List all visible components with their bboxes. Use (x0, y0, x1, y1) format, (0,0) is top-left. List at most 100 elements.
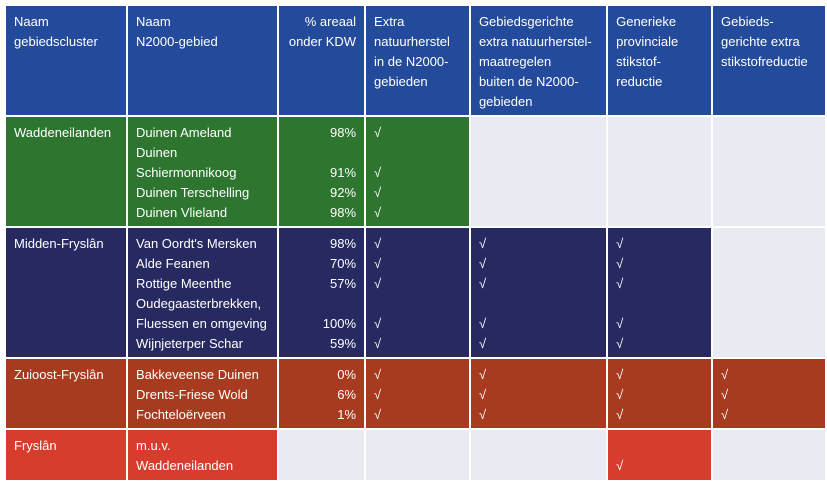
check-icon: √ (374, 236, 382, 251)
check-icon: √ (616, 316, 624, 331)
empty-cell (713, 228, 825, 357)
cell-line: 0% (337, 367, 357, 382)
header-line: Gebieds- (721, 14, 774, 29)
extra-natuurherstel-checks: √ √ √ √ √ (366, 228, 469, 357)
check-icon: √ (374, 316, 382, 331)
check-icon: √ (478, 336, 487, 351)
cell-line (287, 143, 356, 163)
header-line: gebieden (478, 94, 533, 109)
kdw-percentages: 98% 91% 92% 98% (279, 117, 365, 226)
cell-line: Bakkeveense Duinen (136, 367, 259, 382)
header-cluster: Naam gebiedscluster (6, 6, 127, 115)
header-gebiedsgericht-natuurherstel: Gebiedsgerichte extra natuurherstel-maatr… (470, 6, 607, 115)
cluster-name: Midden-Fryslân (6, 228, 127, 357)
check-icon: √ (478, 316, 487, 331)
cell-line: Duinen Ameland (136, 125, 232, 140)
header-gebiedsgerichte-reductie: Gebieds-gerichte extra stikstofreductie (713, 6, 825, 115)
empty-cell (713, 117, 825, 226)
empty-cell (366, 430, 469, 480)
check-icon: √ (478, 407, 487, 422)
cell-line: 57% (330, 276, 357, 291)
empty-cell (279, 430, 365, 480)
header-line: Gebiedsgerichte (478, 14, 574, 29)
extra-natuurherstel-checks: √ √ √ (366, 359, 469, 428)
cell-line (374, 294, 461, 314)
extra-natuurherstel-checks: √ √ √ √ (366, 117, 469, 226)
cell-line: Fochteloërveen (136, 407, 226, 422)
kdw-percentages: 0% 6% 1% (279, 359, 365, 428)
header-n2000: Naam N2000-gebied (128, 6, 278, 115)
cell-line: Fluessen en omgeving (136, 316, 267, 331)
check-icon: √ (616, 256, 624, 271)
header-line: Extra (374, 14, 405, 29)
cell-line: Waddeneilanden (136, 458, 234, 473)
cell-line: Van Oordt's Mersken (136, 236, 257, 251)
cluster-label: Fryslân (14, 438, 57, 453)
area-names: Duinen Ameland Duinen Schiermonnikoog Duine… (128, 117, 278, 226)
table-row: Midden-Fryslân Van Oordt's Mersken Alde F… (6, 228, 825, 357)
cell-line: 92% (330, 185, 357, 200)
header-line: extra natuurherstel- (478, 34, 592, 49)
header-line: maatregelen (478, 54, 552, 69)
header-row: Naam gebiedscluster Naam N2000-gebied % ar… (6, 6, 825, 115)
header-line: Generieke (616, 14, 677, 29)
cluster-label: Waddeneilanden (14, 125, 112, 140)
generieke-reductie-checks: √ √ √ √ √ (608, 228, 711, 357)
cell-line: m.u.v. (136, 438, 171, 453)
check-icon: √ (374, 407, 382, 422)
header-kdw: % areaal onder KDW (279, 6, 365, 115)
check-icon: √ (616, 367, 624, 382)
empty-cell (470, 430, 607, 480)
header-line: % areaal (304, 14, 357, 29)
generieke-reductie-checks: √ (608, 430, 711, 480)
cell-line: 6% (337, 387, 357, 402)
empty-cell (608, 117, 711, 226)
table-row: Fryslân m.u.v. Waddeneilanden √ (6, 430, 825, 480)
check-icon: √ (616, 336, 624, 351)
table-row: Zuioost-Fryslân Bakkeveense Duinen Drents… (6, 359, 825, 428)
cell-line (479, 294, 598, 314)
check-icon: √ (478, 236, 487, 251)
check-icon: √ (374, 205, 382, 220)
header-line: stikstof- (616, 54, 661, 69)
check-icon: √ (374, 387, 382, 402)
table-row: Waddeneilanden Duinen Ameland Duinen Schie… (6, 117, 825, 226)
header-line: buiten de N2000- (478, 74, 579, 89)
generieke-reductie-checks: √ √ √ (608, 359, 711, 428)
area-names: Van Oordt's Mersken Alde Feanen Rottige Me… (128, 228, 278, 357)
cell-line: 98% (330, 205, 357, 220)
measures-table: Naam gebiedscluster Naam N2000-gebied % ar… (4, 4, 827, 482)
check-icon: √ (374, 165, 382, 180)
gebiedsgericht-natuurherstel-checks: √ √ √ √ √ (470, 228, 607, 357)
cluster-name: Zuioost-Fryslân (6, 359, 127, 428)
cell-line: 70% (330, 256, 357, 271)
check-icon: √ (616, 276, 624, 291)
cell-line: 100% (322, 316, 357, 331)
cell-line: Oudegaasterbrekken, (136, 296, 262, 311)
header-line: stikstofreductie (721, 54, 808, 69)
check-icon: √ (721, 387, 729, 402)
header-line: Naam (14, 14, 49, 29)
cell-line (616, 294, 703, 314)
cell-line: 1% (337, 407, 357, 422)
check-icon: √ (616, 387, 624, 402)
cell-line (616, 436, 703, 456)
check-icon: √ (374, 256, 382, 271)
empty-cell (470, 117, 607, 226)
check-icon: √ (616, 458, 624, 473)
check-icon: √ (374, 185, 382, 200)
cell-line: Drents-Friese Wold (136, 387, 248, 402)
cell-line: 59% (330, 336, 357, 351)
check-icon: √ (478, 367, 487, 382)
check-icon: √ (478, 276, 487, 291)
header-line: gebiedscluster (14, 34, 98, 49)
cell-line (374, 143, 461, 163)
header-extra-natuurherstel: Extra natuurherstel in de N2000- gebieden (366, 6, 469, 115)
area-names: Bakkeveense Duinen Drents-Friese Wold Foch… (128, 359, 278, 428)
cell-line: Duinen (136, 145, 178, 160)
check-icon: √ (374, 276, 382, 291)
header-generieke-reductie: Generieke provinciale stikstof-reductie (608, 6, 711, 115)
header-line: provinciale (616, 34, 679, 49)
check-icon: √ (478, 387, 487, 402)
cell-line: Wijnjeterper Schar (136, 336, 243, 351)
